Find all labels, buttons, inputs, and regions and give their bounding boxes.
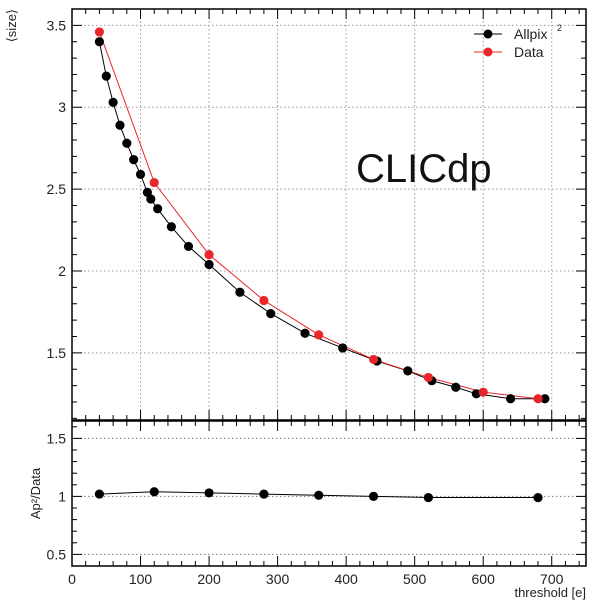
data-point <box>533 394 543 404</box>
x-tick-label: 500 <box>403 571 427 587</box>
data-point <box>235 287 245 297</box>
data-point <box>135 169 146 179</box>
data-point <box>259 489 269 499</box>
main-series <box>94 27 550 404</box>
data-point <box>368 491 379 501</box>
legend-data-label: Data <box>514 44 544 60</box>
main-ticks <box>71 8 586 420</box>
data-point <box>94 489 105 499</box>
data-point <box>423 492 433 503</box>
y-tick-label: 3.5 <box>47 17 67 33</box>
data-point <box>122 138 132 148</box>
x-tick-label: 700 <box>540 571 564 587</box>
y-tick-label: 0.5 <box>47 546 67 562</box>
data-point <box>314 330 324 340</box>
data-point <box>166 222 176 232</box>
data-point <box>115 120 125 130</box>
data-point <box>149 487 159 497</box>
y-tick-label: 3 <box>58 99 66 115</box>
data-point <box>540 394 550 404</box>
main-panel: 1.5 2 2.5 3 3.5 ⟨size⟩ CLICdp Allpix 2 Data <box>4 8 587 421</box>
legend-allpix-marker <box>483 29 493 39</box>
ratio-ticks <box>71 421 586 567</box>
x-tick-label: 600 <box>472 571 496 587</box>
x-axis-label: threshold [e] <box>514 585 586 600</box>
legend: Allpix 2 Data <box>474 23 562 60</box>
main-frame <box>71 8 587 421</box>
clicdp-watermark: CLICdp <box>356 147 492 191</box>
main-y-axis-label: ⟨size⟩ <box>4 9 19 42</box>
data-point <box>108 97 118 107</box>
data-point <box>451 382 461 392</box>
series-line <box>99 491 539 499</box>
data-point <box>423 372 433 383</box>
series-line <box>98 31 539 400</box>
ratio-tick-labels: 0.5 1 1.5 0 100 200 300 400 500 600 700 <box>47 430 564 587</box>
y-tick-label: 1 <box>58 488 66 504</box>
x-tick-label: 100 <box>129 571 153 587</box>
ratio-frame <box>71 420 587 567</box>
ratio-series <box>94 487 543 503</box>
data-point <box>266 308 276 319</box>
data-point <box>101 71 111 81</box>
data-point <box>94 37 105 47</box>
data-point <box>478 387 488 397</box>
data-point <box>533 492 543 503</box>
x-tick-label: 200 <box>197 571 221 587</box>
data-point <box>506 394 516 404</box>
series-line <box>98 41 545 400</box>
data-point <box>153 204 163 214</box>
y-tick-label: 2 <box>58 263 66 279</box>
data-point <box>204 259 214 270</box>
ratio-y-axis-label: Ap²/Data <box>28 467 43 519</box>
ratio-panel: 0.5 1 1.5 0 100 200 300 400 500 600 700 Ap²/Data t… <box>28 420 587 600</box>
main-tick-labels: 1.5 2 2.5 3 3.5 <box>47 17 67 360</box>
data-point <box>338 343 348 353</box>
data-point <box>300 328 310 338</box>
data-point <box>368 354 379 365</box>
y-tick-label: 2.5 <box>47 181 67 197</box>
x-tick-label: 300 <box>266 571 290 587</box>
data-point <box>146 194 156 204</box>
data-point <box>314 490 324 500</box>
data-point <box>94 27 105 37</box>
data-point <box>259 295 269 306</box>
data-point <box>204 488 214 498</box>
data-point <box>471 389 481 399</box>
x-tick-label: 400 <box>334 571 358 587</box>
x-tick-label: 0 <box>68 571 76 587</box>
data-point <box>183 241 194 252</box>
legend-allpix-superscript: 2 <box>557 23 562 33</box>
legend-allpix-label: Allpix <box>514 26 547 42</box>
data-point <box>129 155 139 165</box>
data-point <box>204 250 214 260</box>
main-grid <box>72 9 586 420</box>
y-tick-label: 1.5 <box>47 345 67 361</box>
data-point <box>403 366 413 376</box>
y-tick-label: 1.5 <box>47 430 67 446</box>
ratio-reference-lines <box>72 437 586 555</box>
legend-data-marker <box>483 47 493 57</box>
data-point <box>149 177 159 188</box>
